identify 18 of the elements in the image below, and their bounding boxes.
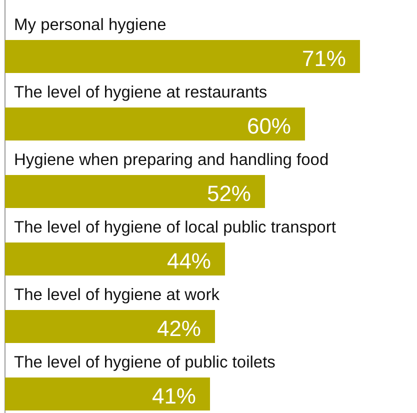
- data-label: 71%: [302, 46, 346, 71]
- y-tick-label: Hygiene when preparing and handling food: [14, 151, 329, 169]
- data-label: 60%: [246, 114, 291, 138]
- data-label: 52%: [206, 181, 251, 206]
- data-label: 41%: [152, 384, 196, 408]
- bar: [5, 108, 305, 140]
- y-tick-label: The level of hygiene of public toilets: [14, 354, 276, 372]
- y-tick-label: My personal hygiene: [14, 16, 166, 34]
- bar: [5, 40, 360, 73]
- bar: [5, 175, 265, 208]
- data-label: 44%: [166, 248, 211, 274]
- y-tick-label: The level of hygiene of local public transport: [14, 218, 336, 236]
- bar: [5, 310, 215, 343]
- bar: [5, 378, 210, 410]
- bar: [5, 242, 225, 276]
- data-label: 42%: [156, 316, 201, 341]
- y-tick-label: The level of hygiene at restaurants: [14, 84, 268, 102]
- y-tick-label: The level of hygiene at work: [14, 286, 220, 304]
